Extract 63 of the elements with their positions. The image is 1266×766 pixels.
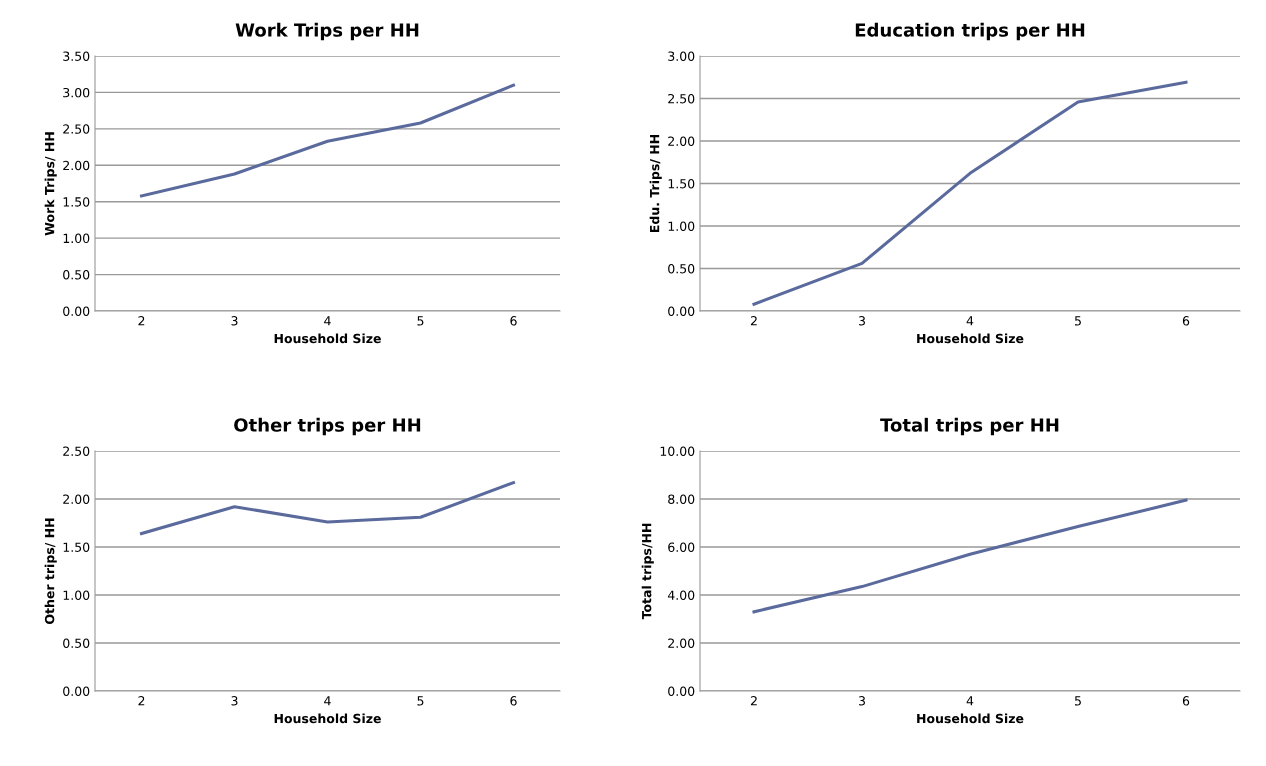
y-tick-label: 2.50 <box>63 124 90 134</box>
x-tick-label: 3 <box>231 696 238 706</box>
y-tick-label: 3.00 <box>668 51 695 61</box>
x-axis-title: Household Size <box>274 713 381 724</box>
y-tick-label: 4.00 <box>667 590 695 600</box>
y-tick-label: 1.00 <box>668 221 695 231</box>
x-axis-title: Household Size <box>917 713 1024 724</box>
y-tick-label: 10.00 <box>660 446 695 456</box>
x-axis-title: Household Size <box>917 333 1024 344</box>
x-tick-label: 6 <box>510 696 517 706</box>
x-axis-title: Household Size <box>274 333 381 344</box>
y-tick-label: 0.50 <box>63 270 90 280</box>
line-series <box>139 83 516 198</box>
y-tick-label: 0.00 <box>668 686 695 696</box>
y-tick-label: 0.00 <box>63 686 90 696</box>
x-tick-label: 2 <box>138 696 145 706</box>
x-tick-label: 2 <box>750 696 757 706</box>
y-tick-label: 6.00 <box>668 542 695 552</box>
y-tick-label: 2.00 <box>63 494 90 504</box>
y-axis-title: Total trips/HH <box>641 523 654 620</box>
y-tick-label: 0.50 <box>63 638 90 648</box>
y-tick-label: 2.00 <box>668 136 695 146</box>
x-tick-label: 4 <box>324 696 331 706</box>
x-tick-label: 5 <box>417 316 424 326</box>
y-tick-label: 1.50 <box>63 542 90 552</box>
y-tick-label: 3.50 <box>63 51 90 61</box>
x-tick-label: 6 <box>510 316 517 326</box>
y-tick-label: 2.00 <box>668 638 695 648</box>
x-tick-label: 3 <box>231 316 238 326</box>
chart-title: Work Trips per HH <box>235 22 419 41</box>
x-tick-label: 5 <box>417 696 424 706</box>
line-series <box>752 80 1188 306</box>
x-tick-label: 6 <box>1182 696 1190 706</box>
line-series <box>752 498 1188 614</box>
y-tick-label: 1.00 <box>63 590 90 600</box>
x-tick-label: 4 <box>966 316 974 326</box>
x-tick-label: 4 <box>966 696 974 706</box>
y-tick-label: 2.50 <box>668 93 695 104</box>
y-tick-label: 0.50 <box>668 263 695 274</box>
chart-title: Total trips per HH <box>880 417 1059 436</box>
x-tick-label: 2 <box>750 316 757 326</box>
y-tick-label: 0.00 <box>63 306 90 316</box>
y-tick-label: 0.00 <box>668 306 695 316</box>
x-tick-label: 4 <box>324 316 331 326</box>
y-axis-title: Other trips/ HH <box>44 518 57 624</box>
x-tick-label: 3 <box>858 316 865 326</box>
line-series <box>139 481 516 536</box>
y-tick-label: 1.50 <box>668 178 695 189</box>
x-tick-label: 6 <box>1182 316 1190 326</box>
y-tick-label: 8.00 <box>668 494 695 504</box>
y-tick-label: 1.50 <box>63 197 90 207</box>
y-tick-label: 2.00 <box>63 160 90 171</box>
y-tick-label: 3.00 <box>63 87 90 98</box>
chart-title: Education trips per HH <box>855 22 1085 41</box>
y-tick-label: 1.00 <box>63 233 90 244</box>
x-tick-label: 2 <box>138 316 145 326</box>
x-tick-label: 5 <box>1074 316 1081 326</box>
x-tick-label: 3 <box>858 696 865 706</box>
chart-title: Other trips per HH <box>234 417 421 436</box>
y-axis-title: Work Trips/ HH <box>44 132 57 236</box>
x-tick-label: 5 <box>1074 696 1081 706</box>
y-tick-label: 2.50 <box>63 446 90 456</box>
y-axis-title: Edu. Trips/ HH <box>649 134 662 233</box>
